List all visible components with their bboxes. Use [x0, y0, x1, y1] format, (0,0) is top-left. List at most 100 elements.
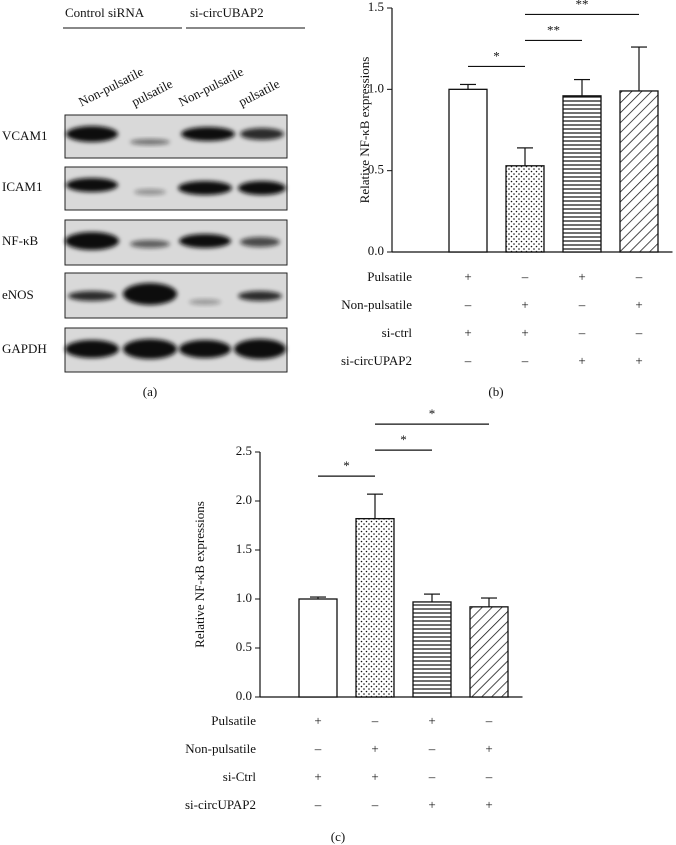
- condition-label: Non-pulsatile: [341, 297, 412, 312]
- condition-sign: –: [428, 769, 436, 784]
- band: [123, 283, 177, 305]
- condition-label: si-circUPAP2: [341, 353, 412, 368]
- band: [130, 139, 170, 145]
- band: [238, 181, 286, 195]
- condition-sign: –: [371, 713, 379, 728]
- band: [234, 339, 286, 359]
- y-tick-label: 1.5: [368, 0, 384, 14]
- condition-sign: –: [578, 297, 586, 312]
- row-label: GAPDH: [2, 341, 47, 356]
- row-label: eNOS: [2, 287, 34, 302]
- band: [123, 339, 177, 359]
- condition-label: Non-pulsatile: [185, 741, 256, 756]
- y-tick-label: 0.5: [368, 162, 384, 177]
- bar: [505, 165, 545, 253]
- group-label: Control siRNA: [65, 5, 145, 20]
- significance-label: **: [547, 22, 560, 37]
- condition-sign: +: [464, 325, 471, 340]
- band: [66, 178, 118, 192]
- band: [130, 240, 170, 248]
- band: [65, 340, 119, 358]
- condition-sign: +: [485, 797, 492, 812]
- condition-sign: –: [428, 741, 436, 756]
- condition-sign: –: [485, 713, 493, 728]
- condition-sign: +: [371, 741, 378, 756]
- condition-sign: –: [314, 797, 322, 812]
- lane-label: Non-pulsatile: [176, 64, 246, 110]
- condition-sign: –: [578, 325, 586, 340]
- significance-label: *: [400, 432, 407, 447]
- band: [189, 299, 221, 305]
- blot-panel: Control siRNA si-circUBAP2 Non-pulsatile…: [2, 5, 305, 399]
- y-axis-label: Relative NF-κB expressions: [192, 501, 207, 648]
- significance-label: *: [343, 458, 350, 473]
- lane-label: pulsatile: [236, 76, 282, 109]
- condition-sign: +: [578, 269, 585, 284]
- condition-label: Pulsatile: [367, 269, 412, 284]
- bar: [562, 95, 602, 253]
- condition-sign: –: [635, 325, 643, 340]
- y-tick-label: 1.5: [236, 541, 252, 556]
- panel-label: (b): [488, 384, 503, 399]
- y-axis-label: Relative NF-κB expressions: [357, 57, 372, 204]
- band: [66, 126, 118, 142]
- bar: [448, 88, 488, 253]
- condition-sign: –: [521, 353, 529, 368]
- condition-sign: +: [314, 769, 321, 784]
- condition-sign: –: [464, 353, 472, 368]
- row-label: NF-κB: [2, 233, 38, 248]
- bar: [298, 598, 338, 698]
- condition-sign: +: [428, 797, 435, 812]
- y-tick-label: 1.0: [236, 590, 252, 605]
- y-tick-label: 2.5: [236, 443, 252, 458]
- condition-sign: –: [464, 297, 472, 312]
- condition-label: Pulsatile: [211, 713, 256, 728]
- condition-sign: +: [635, 353, 642, 368]
- band: [65, 232, 119, 250]
- condition-sign: +: [578, 353, 585, 368]
- bar: [469, 606, 509, 698]
- condition-sign: +: [371, 769, 378, 784]
- row-label: VCAM1: [2, 128, 48, 143]
- condition-sign: –: [314, 741, 322, 756]
- condition-sign: –: [371, 797, 379, 812]
- condition-sign: +: [521, 297, 528, 312]
- band: [238, 291, 282, 301]
- band: [178, 181, 232, 195]
- bar: [412, 601, 452, 698]
- row-label: ICAM1: [2, 179, 42, 194]
- condition-label: si-circUPAP2: [185, 797, 256, 812]
- condition-label: si-Ctrl: [223, 769, 257, 784]
- significance-label: *: [429, 406, 436, 421]
- condition-sign: +: [635, 297, 642, 312]
- y-tick-label: 1.0: [368, 80, 384, 95]
- y-tick-label: 0.5: [236, 639, 252, 654]
- group-label: si-circUBAP2: [190, 5, 264, 20]
- y-tick-label: 2.0: [236, 492, 252, 507]
- band: [134, 189, 166, 195]
- condition-sign: +: [485, 741, 492, 756]
- bar: [619, 90, 659, 253]
- band: [179, 234, 231, 248]
- band: [181, 127, 235, 141]
- significance-label: *: [493, 48, 500, 63]
- condition-sign: +: [314, 713, 321, 728]
- significance-label: **: [576, 0, 589, 11]
- y-tick-label: 0.0: [236, 688, 252, 703]
- condition-sign: +: [521, 325, 528, 340]
- panel-label: (c): [331, 829, 345, 844]
- band: [179, 340, 231, 358]
- condition-sign: –: [635, 269, 643, 284]
- condition-sign: –: [485, 769, 493, 784]
- condition-sign: –: [521, 269, 529, 284]
- condition-sign: +: [428, 713, 435, 728]
- bar: [355, 517, 395, 698]
- panel-label: (a): [143, 384, 157, 399]
- condition-label: si-ctrl: [382, 325, 413, 340]
- band: [240, 237, 280, 247]
- band: [240, 128, 284, 140]
- condition-sign: +: [464, 269, 471, 284]
- y-tick-label: 0.0: [368, 243, 384, 258]
- band: [68, 291, 116, 301]
